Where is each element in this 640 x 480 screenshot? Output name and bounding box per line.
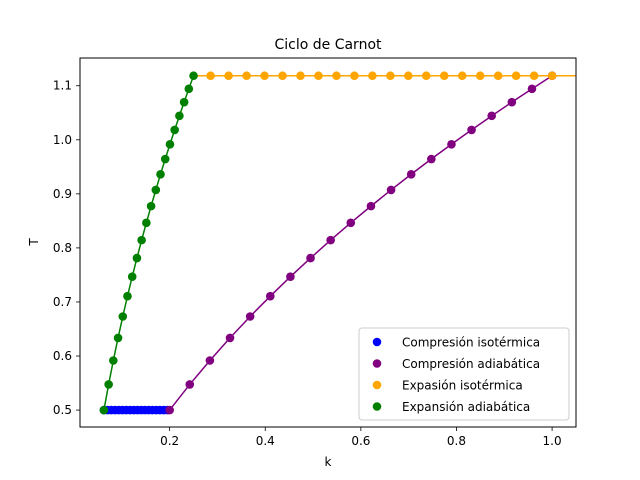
series-4-point: [127, 272, 137, 282]
legend-label: Expasión isotérmica: [402, 379, 523, 393]
x-tick-label: 0.2: [160, 434, 179, 448]
series-3-point: [314, 71, 323, 81]
series-2-point: [205, 356, 215, 365]
series-2-point: [507, 97, 517, 107]
series-4-point: [165, 139, 175, 149]
series-2-point: [165, 405, 174, 415]
series-4-point: [104, 380, 113, 389]
y-tick-label: 0.5: [53, 403, 72, 417]
series-3-point: [296, 71, 305, 81]
series-4-point: [118, 312, 128, 321]
series-4-point: [109, 356, 118, 365]
series-3-point: [403, 71, 413, 81]
series-2-point: [225, 333, 235, 343]
series-2-point: [286, 272, 295, 282]
series-2-point: [487, 111, 497, 121]
series-2-point: [527, 84, 537, 94]
series-4-point: [99, 405, 109, 415]
series-2-point: [467, 125, 476, 135]
y-axis-label: T: [27, 238, 41, 247]
series-4-point: [137, 235, 146, 245]
series-2-point: [386, 185, 396, 195]
series-4-point: [113, 333, 123, 343]
legend-marker: [372, 337, 382, 347]
series-4-point: [160, 154, 170, 164]
series-2-point: [306, 253, 315, 263]
ticks-layer: 0.2 0.4 0.6 0.8 1.0 0.5 0.6 0.7 0.8 0.9 1.0 1.1: [53, 79, 562, 448]
y-tick-label: 1.0: [53, 133, 72, 147]
series-2-point: [346, 218, 356, 228]
series-2-point: [406, 169, 416, 179]
series-4-point: [123, 291, 132, 301]
series-4-point: [146, 201, 156, 211]
series-4-point: [175, 111, 184, 121]
legend-box: [358, 327, 570, 421]
x-tick-label: 0.8: [447, 434, 466, 448]
series-3-point: [529, 71, 539, 81]
x-tick-label: 0.6: [351, 434, 370, 448]
series-4-point: [189, 71, 198, 81]
series-3-point: [332, 71, 341, 81]
series-4-point: [132, 253, 142, 263]
series-4-point: [170, 125, 179, 135]
x-axis-label: k: [325, 455, 332, 469]
series-3-point: [368, 71, 377, 81]
series-3-point: [278, 71, 287, 81]
series-3-point: [511, 71, 521, 81]
series-3-point: [242, 71, 251, 81]
legend-label: Compresión isotérmica: [402, 336, 540, 350]
series-2-point: [366, 201, 376, 211]
plot-frame: [79, 57, 577, 428]
series-3-point: [224, 71, 233, 81]
series-3-point: [350, 71, 359, 81]
y-tick-label: 0.6: [53, 349, 72, 363]
legend-marker: [372, 359, 382, 368]
series-4-point: [151, 185, 161, 195]
series-3-point: [206, 71, 215, 81]
series-4-point: [142, 218, 151, 228]
series-2-point: [447, 139, 456, 149]
series-2-point: [245, 312, 255, 321]
series-2-point: [326, 235, 335, 245]
series-4-point: [156, 169, 165, 179]
series-layer: [99, 71, 576, 415]
y-tick-label: 0.7: [53, 295, 72, 309]
series-2-point: [185, 380, 195, 389]
series-2-point: [427, 154, 436, 164]
legend-marker: [372, 402, 382, 411]
legend: Compresión isotérmica Compresión adiabáti…: [358, 327, 570, 421]
series-3-point: [439, 71, 449, 81]
series-3-point: [547, 71, 557, 81]
series-4-point: [184, 84, 194, 94]
y-tick-label: 0.8: [53, 241, 72, 255]
legend-label: Expansión adiabática: [402, 400, 530, 414]
y-tick-label: 0.9: [53, 187, 72, 201]
series-3-point: [493, 71, 503, 81]
legend-marker: [372, 380, 382, 390]
series-3-point: [457, 71, 467, 81]
series-3-point: [386, 71, 395, 81]
x-tick-label: 1.0: [543, 434, 562, 448]
series-3-point: [475, 71, 485, 81]
series-3-point: [421, 71, 431, 81]
series-4-point: [179, 97, 189, 107]
y-tick-label: 1.1: [53, 79, 72, 93]
legend-label: Compresión adiabática: [402, 357, 540, 371]
series-3-point: [260, 71, 269, 81]
chart-title: Ciclo de Carnot: [274, 37, 382, 53]
series-2-point: [265, 291, 275, 301]
x-tick-label: 0.4: [256, 434, 275, 448]
